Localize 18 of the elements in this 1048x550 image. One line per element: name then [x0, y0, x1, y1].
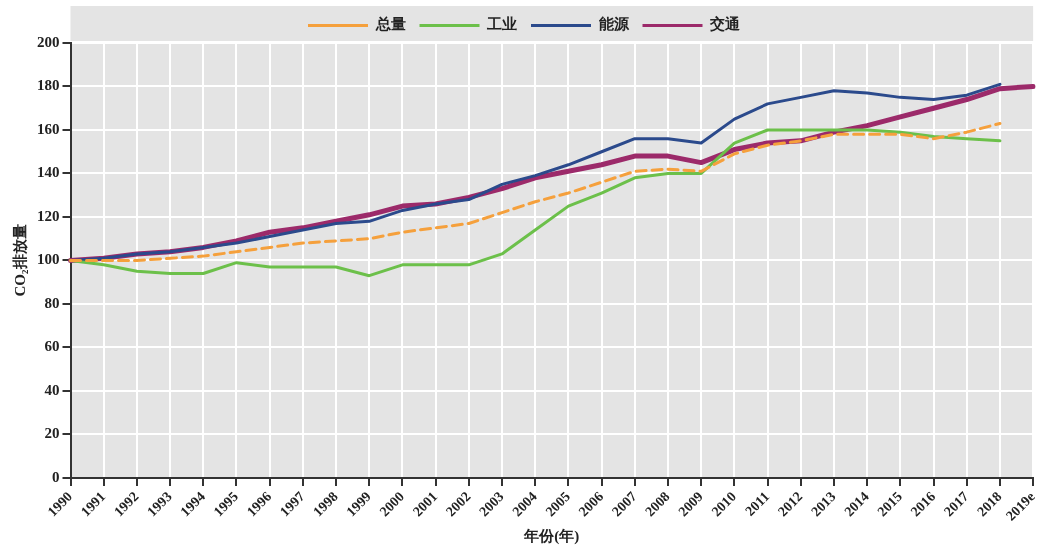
y-axis-title: CO₂排放量 [11, 224, 28, 297]
legend-label: 交通 [709, 15, 741, 33]
y-tick-label: 140 [37, 164, 60, 181]
x-axis-title: 年份(年) [523, 527, 580, 545]
y-tick-label: 60 [44, 338, 60, 355]
y-tick-label: 0 [52, 468, 60, 485]
y-tick-label: 120 [37, 207, 60, 224]
y-tick-label: 100 [37, 251, 60, 268]
y-tick-label: 200 [37, 33, 60, 50]
y-tick-label: 80 [44, 294, 60, 311]
legend-label: 能源 [598, 16, 630, 33]
y-tick-label: 160 [37, 120, 60, 137]
y-tick-label: 180 [37, 77, 60, 94]
y-tick-label: 40 [44, 381, 60, 398]
legend-label: 工业 [486, 16, 517, 33]
legend-label: 总量 [374, 16, 406, 33]
y-tick-label: 20 [44, 425, 60, 442]
x-tick-label: 2011 [742, 488, 773, 519]
